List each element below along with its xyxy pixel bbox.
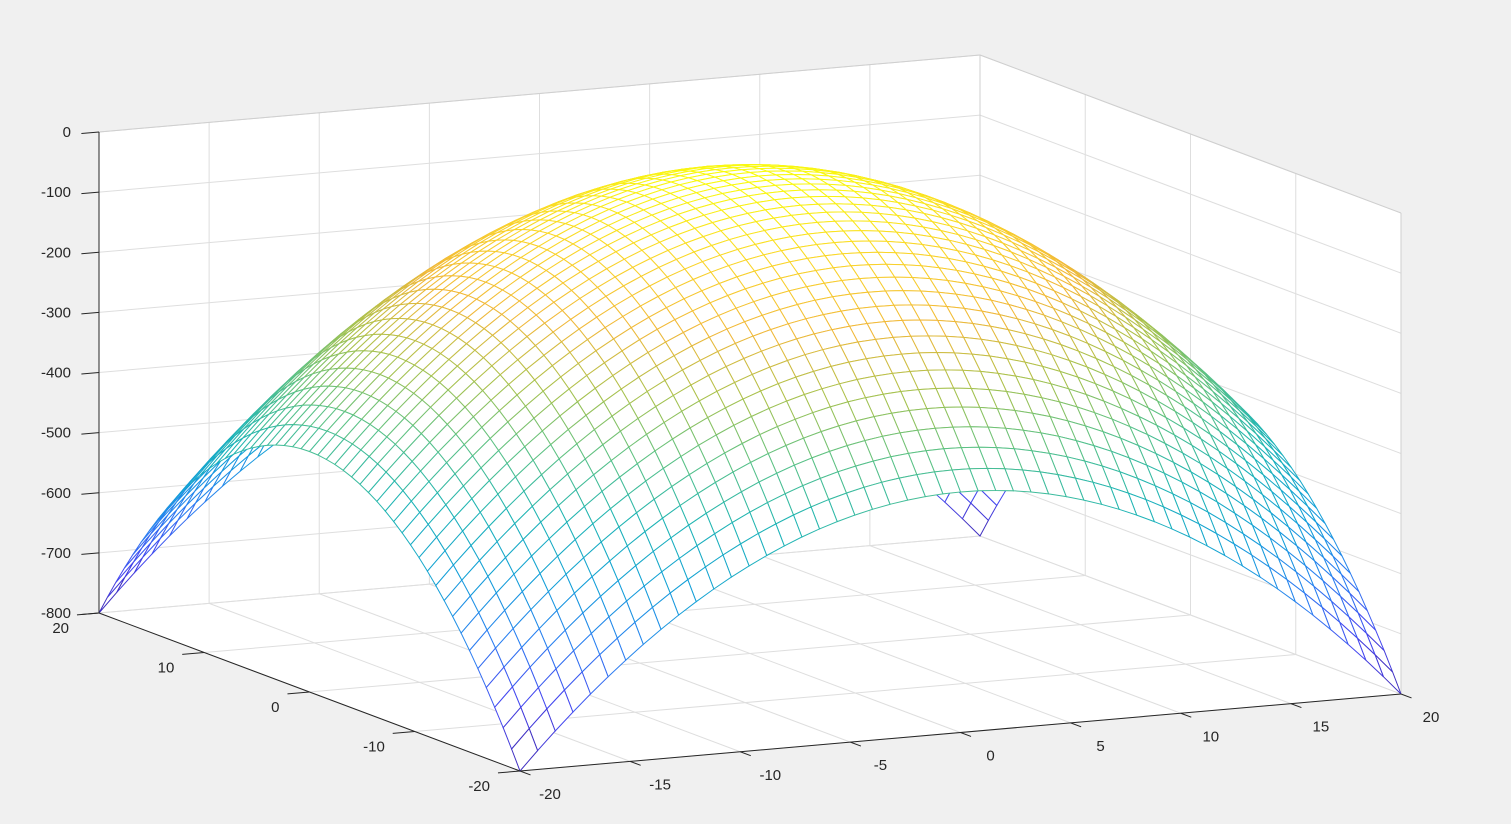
y-tick-label: 0 [271, 699, 279, 716]
axes-lines [76, 131, 1412, 776]
x-tick-label: 5 [1096, 738, 1104, 755]
x-tick-label: -20 [539, 786, 561, 803]
x-tick [740, 751, 751, 757]
x-tick [1290, 703, 1302, 709]
x-tick [1180, 712, 1192, 718]
z-tick-label: 0 [63, 124, 71, 141]
gridline-y-floor [309, 614, 1191, 693]
z-tick [81, 612, 100, 616]
z-tick-label: -500 [41, 425, 71, 442]
x-tick [1400, 693, 1412, 699]
gridline-z-back-xz [98, 114, 981, 193]
z-tick-label: -300 [41, 304, 71, 321]
y-tick-label: -10 [363, 739, 385, 756]
x-tick [519, 770, 531, 776]
y-tick [182, 652, 205, 655]
y-tick [392, 731, 415, 734]
gridline-z-back-yz [979, 535, 1402, 695]
z-tick-label: -100 [41, 184, 71, 201]
gridline-z-back-yz [979, 174, 1402, 334]
pane-edge-top [979, 54, 1402, 214]
x-tick [629, 760, 641, 766]
y-tick [497, 770, 521, 774]
x-tick [850, 741, 862, 747]
x-tick-label: -5 [874, 757, 887, 774]
z-tick [81, 492, 100, 495]
z-tick-label: -200 [41, 244, 71, 261]
z-tick [81, 311, 100, 315]
z-tick [81, 191, 100, 195]
x-tick [960, 732, 972, 737]
y-tick-label: -20 [468, 778, 490, 795]
z-tick-label: -400 [41, 365, 71, 382]
x-tick [1070, 722, 1082, 728]
z-tick [81, 552, 100, 555]
z-tick-label: -600 [41, 485, 71, 502]
surface-mesh [98, 163, 1402, 772]
y-tick-label: 20 [52, 620, 69, 637]
z-tick [81, 251, 100, 255]
x-tick-label: -15 [649, 776, 671, 793]
z-tick-label: -800 [41, 605, 71, 622]
x-tick-label: 0 [986, 748, 994, 765]
z-tick [81, 432, 100, 435]
gridline-z-back-yz [979, 114, 1402, 274]
x-tick-label: 20 [1423, 709, 1440, 726]
pane-edge-top [98, 54, 981, 133]
y-tick-label: 10 [158, 660, 175, 677]
mesh-cell [511, 727, 539, 772]
x-tick-label: 15 [1313, 719, 1330, 736]
x-tick-label: -10 [759, 767, 781, 784]
z-tick [81, 372, 100, 375]
z-tick-label: -700 [41, 545, 71, 562]
tick-labels: -20-15-10-505101520-20-1001020-800-700-6… [41, 124, 1439, 803]
z-tick [81, 131, 100, 135]
y-tick [287, 691, 310, 695]
x-tick-label: 10 [1202, 728, 1219, 745]
